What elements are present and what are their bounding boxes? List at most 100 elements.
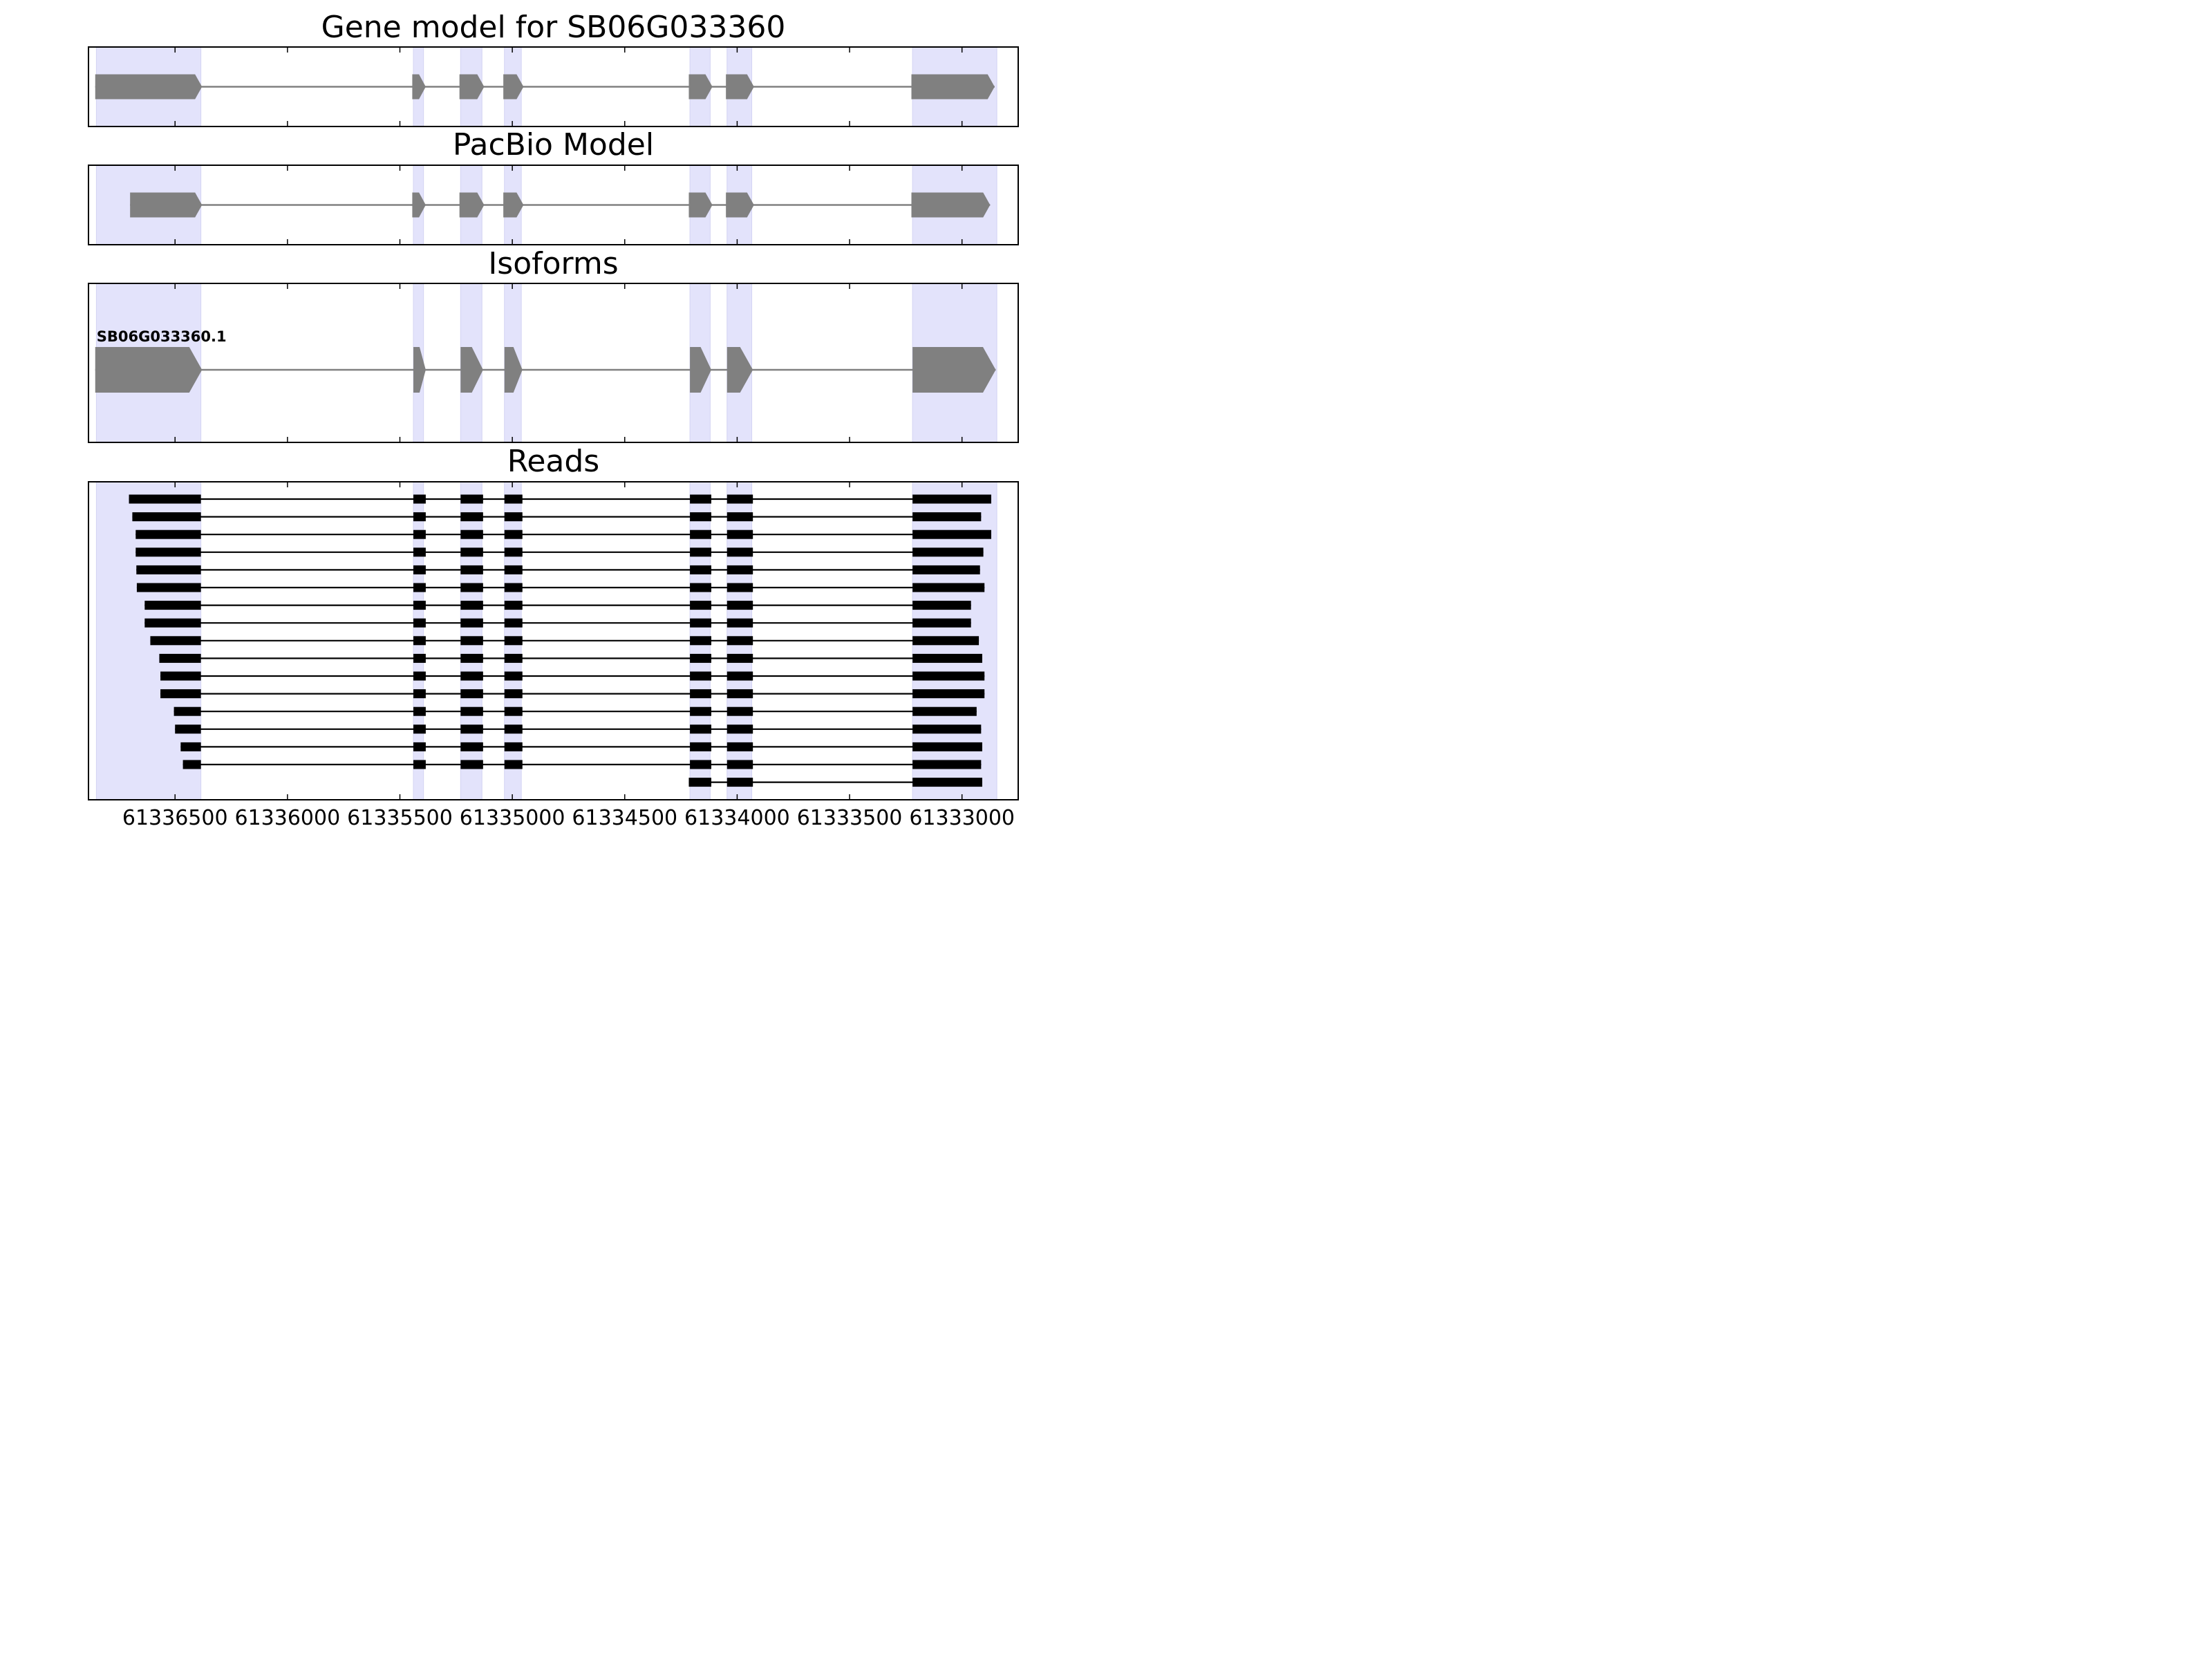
exon-arrow: [412, 74, 426, 100]
read-exon-block: [460, 583, 483, 592]
read-exon-block: [160, 671, 201, 681]
exon-arrow: [95, 347, 203, 393]
exon-arrow: [726, 74, 754, 100]
panel-title: Gene model for SB06G033360: [321, 10, 786, 45]
read-exon-block: [159, 653, 201, 663]
read-exon-block: [912, 529, 991, 539]
read-exon-block: [413, 724, 426, 734]
read-exon-block: [504, 689, 523, 699]
x-tick-label: 61334000: [684, 806, 790, 830]
read-exon-block: [413, 601, 426, 610]
read-exon-block: [180, 742, 201, 751]
read-exon-block: [413, 742, 426, 751]
read-exon-block: [413, 636, 426, 646]
read-exon-block: [690, 494, 712, 504]
read-exon-block: [727, 529, 753, 539]
read-exon-block: [912, 778, 982, 787]
exon-arrow: [727, 347, 753, 393]
read-exon-block: [727, 689, 753, 699]
axes-frame: [88, 165, 1019, 245]
read-exon-block: [144, 618, 201, 628]
read-exon-block: [460, 529, 483, 539]
read-exon-block: [460, 547, 483, 557]
x-tick-label: 61333500: [797, 806, 903, 830]
read-exon-block: [413, 689, 426, 699]
read-exon-block: [727, 565, 753, 574]
read-exon-block: [912, 512, 982, 522]
read-exon-block: [504, 653, 523, 663]
read-exon-block: [912, 547, 984, 557]
panel-0: Gene model for SB06G033360: [88, 10, 1019, 127]
read-exon-block: [912, 583, 985, 592]
read-exon-block: [912, 742, 982, 751]
panel-2: Isoforms SB06G033360.1: [88, 246, 1019, 443]
read-exon-block: [690, 653, 712, 663]
read-exon-block: [727, 778, 753, 787]
read-exon-block: [912, 671, 985, 681]
exon-arrow: [504, 347, 523, 393]
exon-arrow: [459, 192, 485, 218]
read-exon-block: [144, 601, 201, 610]
panel-title: Reads: [507, 444, 599, 479]
read-exon-block: [690, 618, 712, 628]
read-exon-block: [413, 547, 426, 557]
read-exon-block: [460, 636, 483, 646]
read-exon-block: [413, 671, 426, 681]
read-exon-block: [690, 706, 712, 716]
exon-arrow: [726, 192, 754, 218]
read-exon-block: [413, 494, 426, 504]
read-exon-block: [460, 671, 483, 681]
read-exon-block: [129, 494, 201, 504]
axes-frame: [88, 283, 1019, 443]
read-exon-block: [727, 706, 753, 716]
read-exon-block: [727, 760, 753, 769]
read-exon-block: [912, 706, 977, 716]
read-exon-block: [690, 512, 712, 522]
x-tick-label: 61335500: [347, 806, 453, 830]
read-exon-block: [504, 494, 523, 504]
read-exon-block: [135, 529, 201, 539]
read-exon-block: [504, 512, 523, 522]
exon-arrow: [130, 192, 203, 218]
read-exon-block: [460, 565, 483, 574]
read-exon-block: [912, 689, 985, 699]
x-tick-label: 61336500: [122, 806, 228, 830]
read-exon-block: [174, 706, 201, 716]
isoform-label: SB06G033360.1: [97, 328, 227, 345]
read-exon-block: [504, 706, 523, 716]
read-exon-block: [413, 760, 426, 769]
exon-arrow: [460, 347, 483, 393]
exon-arrow: [503, 192, 524, 218]
read-exon-block: [460, 706, 483, 716]
read-exon-block: [136, 565, 201, 574]
read-exon-block: [727, 601, 753, 610]
read-exon-block: [912, 494, 991, 504]
read-exon-block: [413, 583, 426, 592]
read-exon-block: [690, 601, 712, 610]
read-exon-block: [504, 618, 523, 628]
read-exon-block: [690, 689, 712, 699]
read-exon-block: [135, 547, 201, 557]
read-exon-block: [912, 565, 980, 574]
exon-arrow: [413, 347, 426, 393]
read-exon-block: [460, 724, 483, 734]
axes-frame: [88, 481, 1019, 800]
read-exon-block: [727, 653, 753, 663]
read-exon-block: [413, 618, 426, 628]
read-exon-block: [504, 529, 523, 539]
read-exon-block: [460, 512, 483, 522]
read-exon-block: [912, 636, 980, 646]
read-exon-block: [727, 618, 753, 628]
exon-arrow: [412, 192, 426, 218]
exon-arrow: [690, 347, 712, 393]
read-exon-block: [690, 529, 712, 539]
axes-frame: [88, 46, 1019, 127]
read-exon-block: [413, 653, 426, 663]
x-tick-label: 61334500: [572, 806, 677, 830]
gene-structure-figure: Gene model for SB06G033360 PacBio Model Is…: [88, 10, 1019, 830]
exon-arrow: [503, 74, 524, 100]
read-exon-block: [504, 742, 523, 751]
exon-arrow: [95, 74, 203, 100]
read-exon-block: [690, 565, 712, 574]
read-exon-block: [727, 512, 753, 522]
